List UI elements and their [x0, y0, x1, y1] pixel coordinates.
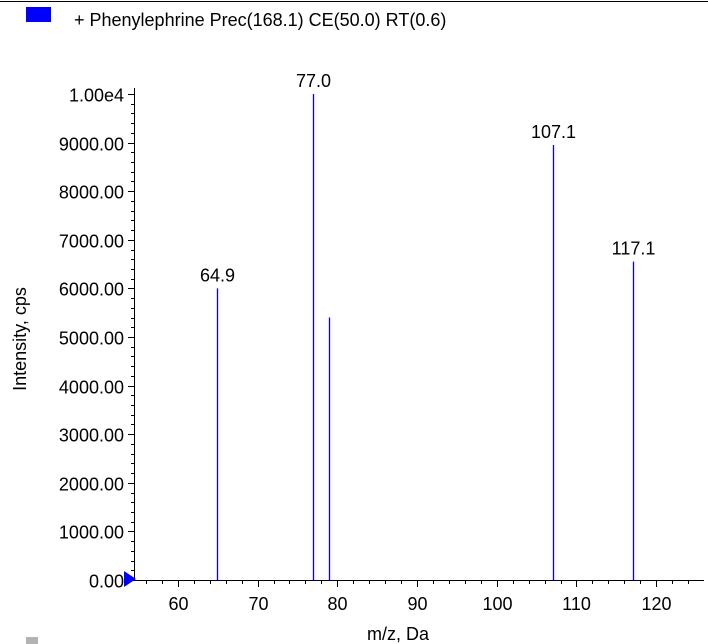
- x-axis-label: m/z, Da: [367, 624, 430, 644]
- y-tick-label: 2000.00: [59, 475, 124, 495]
- y-tick-label: 1.00e4: [69, 86, 124, 106]
- y-tick-label: 1000.00: [59, 523, 124, 543]
- y-tick-label: 5000.00: [59, 329, 124, 349]
- x-tick-label: 70: [248, 594, 268, 614]
- peak-label: 77.0: [296, 71, 331, 91]
- y-axis-label: Intensity, cps: [10, 287, 30, 391]
- legend-label: + Phenylephrine Prec(168.1) CE(50.0) RT(…: [74, 10, 446, 30]
- y-tick-label: 6000.00: [59, 280, 124, 300]
- peak-label: 117.1: [612, 239, 656, 259]
- y-tick-label: 0.00: [89, 572, 124, 592]
- x-tick-label: 110: [562, 594, 591, 614]
- y-tick-label: 3000.00: [59, 426, 124, 446]
- x-tick-label: 90: [407, 594, 427, 614]
- bottom-swatch: [26, 637, 38, 644]
- y-tick-label: 8000.00: [59, 183, 124, 203]
- y-tick-label: 7000.00: [59, 232, 124, 252]
- legend-swatch: [26, 7, 51, 22]
- x-tick-label: 60: [168, 594, 188, 614]
- peaks: 64.9 77.0 107.1 117.1: [200, 71, 655, 580]
- y-tick-label: 9000.00: [59, 135, 124, 155]
- x-tick-label: 80: [327, 594, 347, 614]
- y-tick-label: 4000.00: [59, 378, 124, 398]
- start-marker-icon: [124, 571, 136, 587]
- x-tick-label: 120: [641, 594, 671, 614]
- peak-label: 64.9: [200, 265, 235, 285]
- x-tick-label: 100: [482, 594, 512, 614]
- peak-label: 107.1: [531, 122, 576, 142]
- axes: 0.00 1000.00 2000.00 3000.00 4000.00 5000.00 6…: [59, 86, 704, 614]
